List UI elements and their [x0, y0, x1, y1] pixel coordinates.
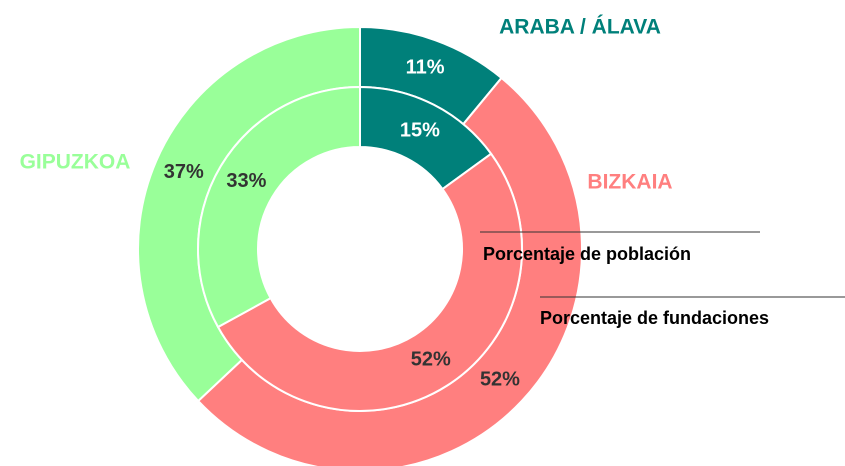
data-label: 15% — [400, 120, 440, 142]
data-label: 37% — [164, 161, 204, 183]
data-label: 11% — [406, 57, 445, 79]
data-label: 52% — [411, 349, 451, 371]
data-label: 52% — [480, 369, 520, 391]
category-label: BIZKAIA — [587, 171, 672, 194]
donut-segment — [197, 85, 361, 329]
donut-segment — [216, 152, 523, 412]
series-label: Porcentaje de población — [483, 244, 691, 264]
category-label: GIPUZKOA — [20, 151, 131, 174]
series-label: Porcentaje de fundaciones — [540, 308, 769, 328]
data-label: 33% — [226, 170, 266, 192]
category-label: ARABA / ÁLAVA — [499, 16, 661, 39]
